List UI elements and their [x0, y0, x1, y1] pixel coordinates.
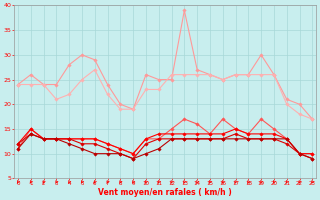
- X-axis label: Vent moyen/en rafales ( km/h ): Vent moyen/en rafales ( km/h ): [98, 188, 232, 197]
